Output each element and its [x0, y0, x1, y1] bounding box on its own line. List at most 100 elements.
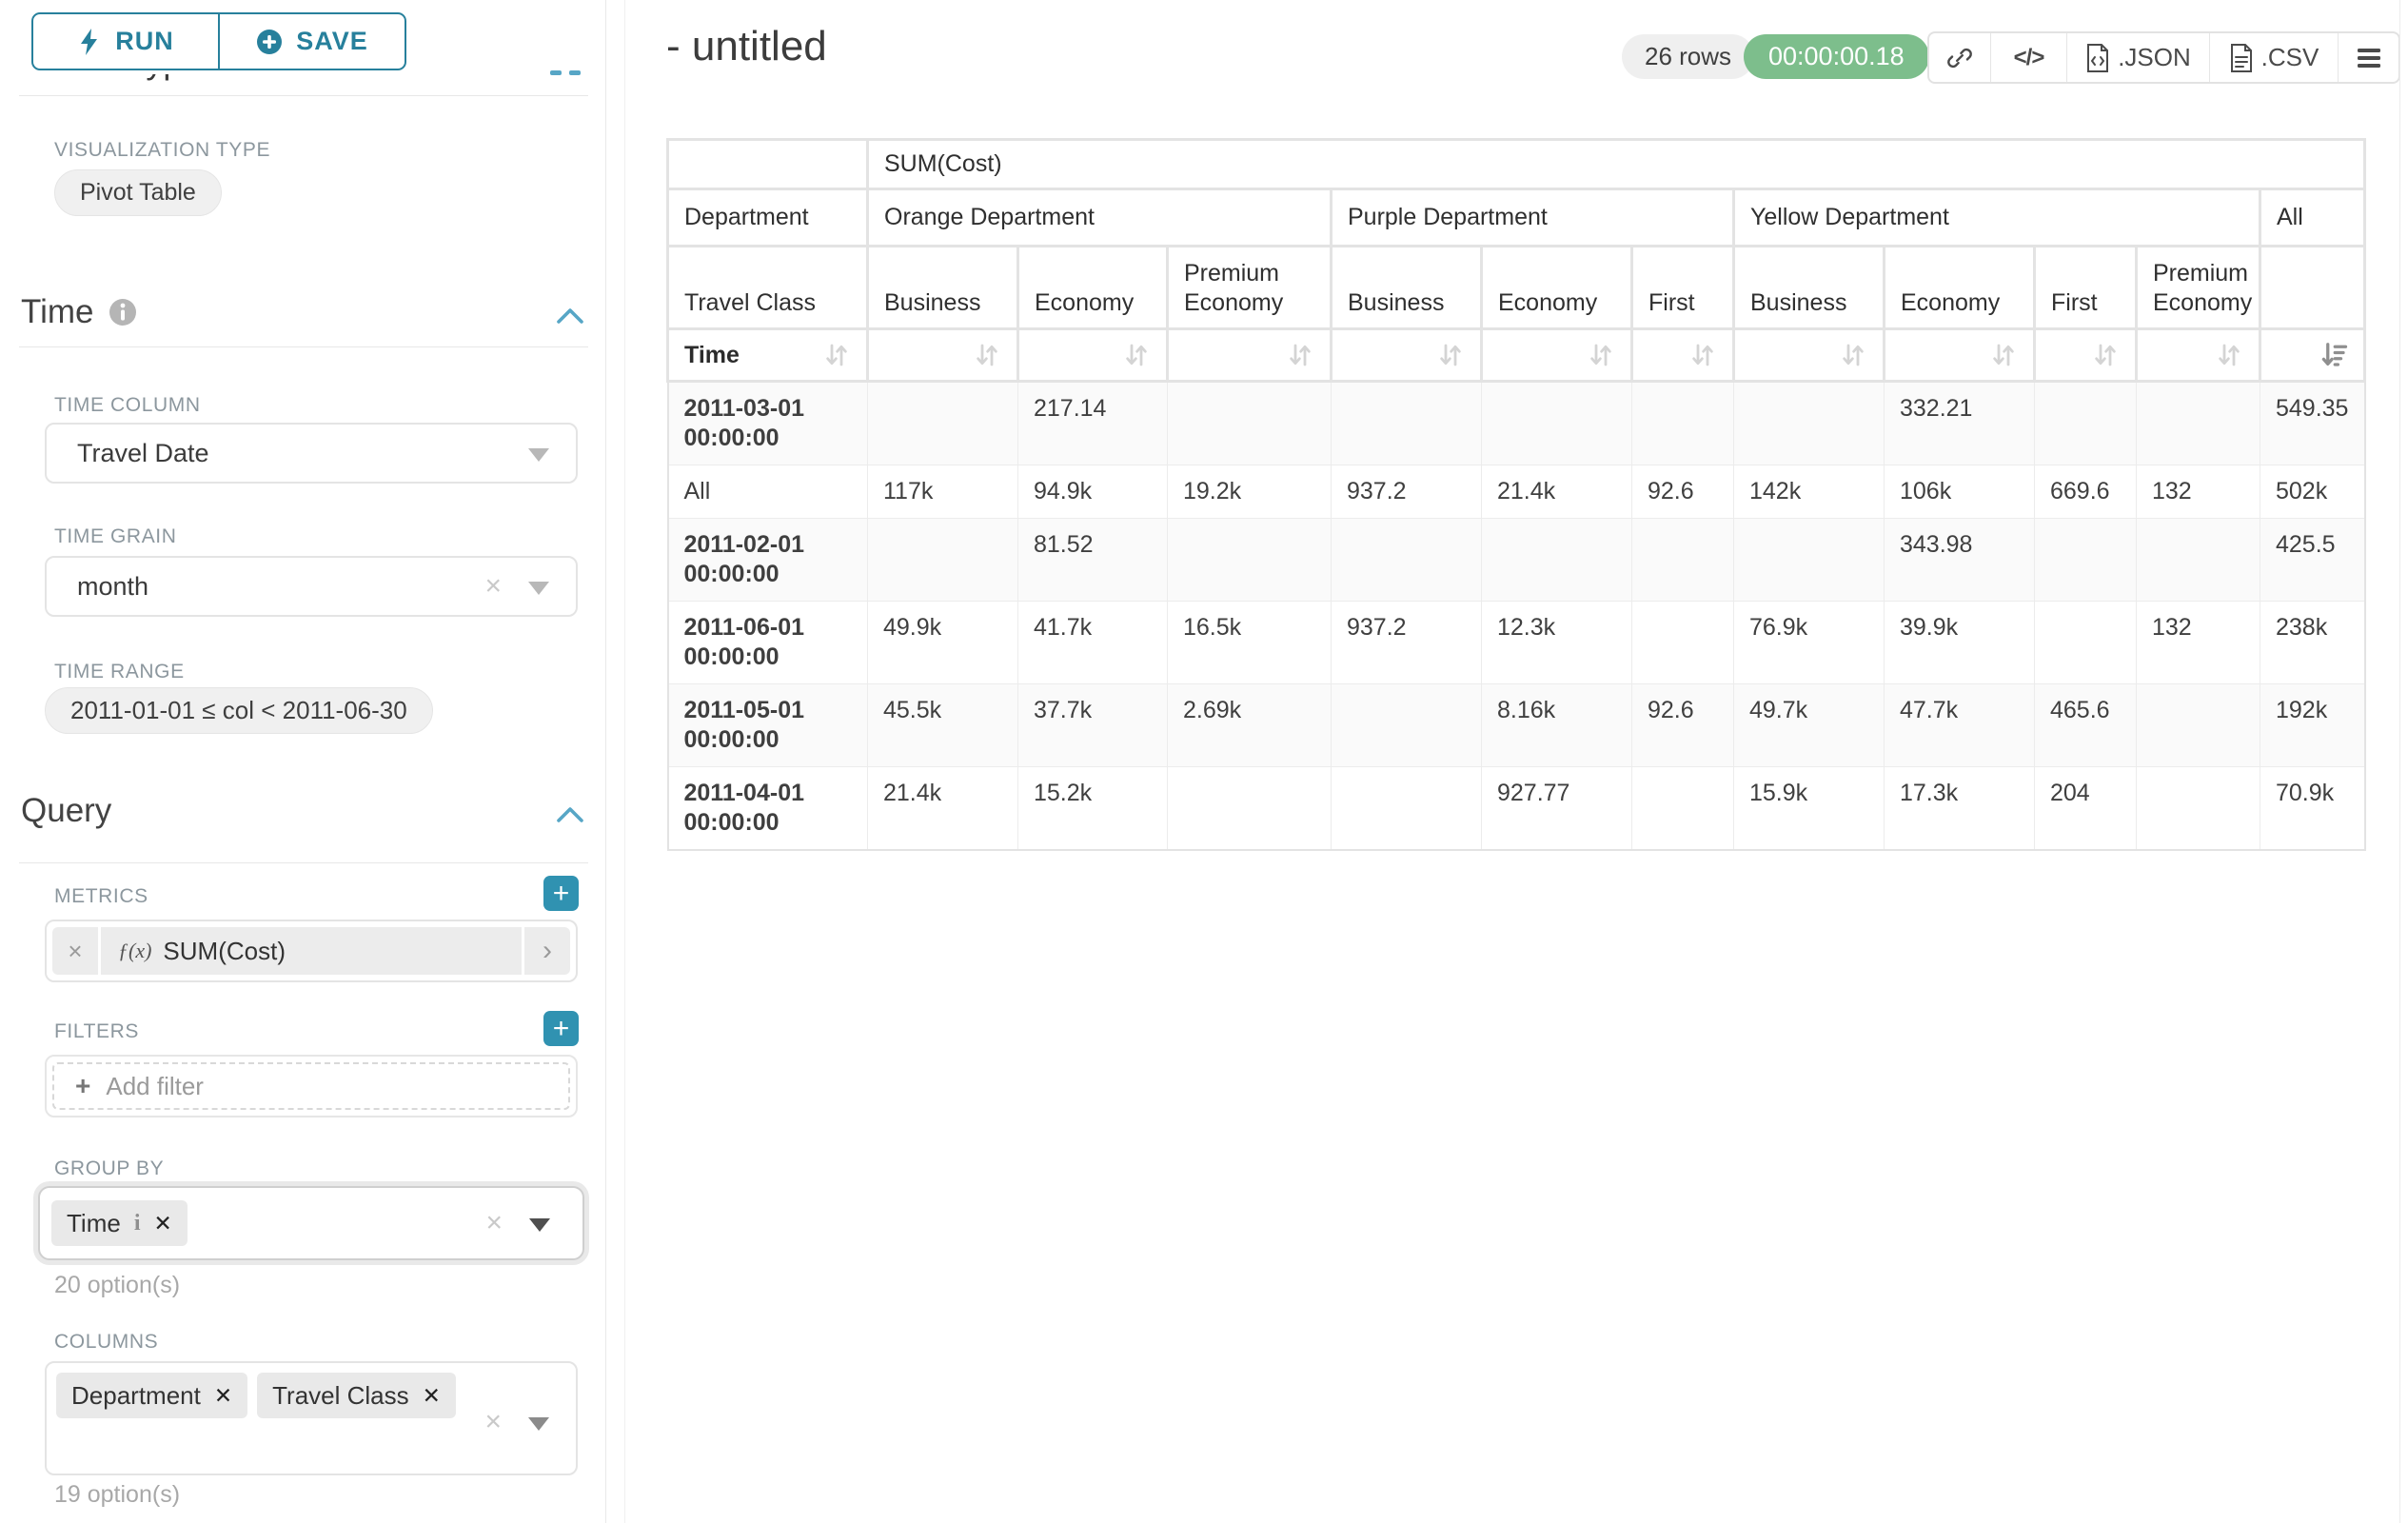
table-row: 2011-05-01 00:00:00 45.5k 37.7k 2.69k 8.16k 9…	[667, 683, 2366, 767]
sort-header-cell[interactable]	[1330, 327, 1483, 383]
value-cell	[1167, 381, 1332, 465]
edit-metric-chevron-icon[interactable]: ›	[524, 927, 570, 975]
save-button[interactable]: SAVE	[219, 12, 406, 70]
chart-title[interactable]: - untitled	[666, 23, 827, 69]
copy-link-button[interactable]	[1929, 33, 1991, 82]
value-cell	[2034, 601, 2137, 684]
plus-icon: +	[75, 1071, 91, 1100]
visualization-type-pill[interactable]: Pivot Table	[54, 169, 222, 216]
column-header-cell: Business	[1330, 245, 1483, 330]
columns-tag-department[interactable]: Department ✕	[56, 1373, 248, 1418]
sort-header-cell[interactable]	[1732, 327, 1885, 383]
time-range-label: TIME RANGE	[54, 661, 185, 682]
remove-metric-icon[interactable]: ×	[52, 927, 98, 975]
value-cell: 192k	[2259, 683, 2366, 767]
value-cell	[867, 381, 1018, 465]
metric-pill[interactable]: ƒ(x) SUM(Cost)	[101, 927, 522, 975]
info-circle-icon	[109, 299, 137, 326]
clear-icon[interactable]: ×	[484, 570, 502, 602]
value-cell: 17.3k	[1884, 766, 2035, 851]
time-sort-header-cell[interactable]: Time	[666, 327, 869, 383]
clear-icon[interactable]: ×	[484, 1406, 502, 1437]
query-collapse-chevron-icon[interactable]	[556, 805, 584, 824]
clear-icon[interactable]: ×	[485, 1207, 503, 1238]
columns-select[interactable]: Department ✕ Travel Class ✕ ×	[45, 1361, 578, 1475]
sort-arrows-icon	[977, 344, 997, 366]
value-cell	[1481, 381, 1632, 465]
add-filter-plus-button[interactable]: +	[543, 1011, 579, 1046]
value-cell	[1631, 381, 1734, 465]
group-by-tag-time[interactable]: Time i ✕	[51, 1200, 188, 1246]
time-column-select[interactable]: Travel Date	[45, 423, 578, 484]
value-cell	[1631, 601, 1734, 684]
sort-header-cell[interactable]	[1630, 327, 1735, 383]
value-cell: 39.9k	[1884, 601, 2035, 684]
value-cell	[2136, 518, 2260, 602]
time-section-title-text: Time	[21, 293, 94, 330]
sort-header-cell[interactable]	[2033, 327, 2138, 383]
value-cell: 669.6	[2034, 465, 2137, 519]
window-scrollbar-track[interactable]	[2399, 0, 2400, 1523]
column-header-cell: Economy	[1016, 245, 1169, 330]
divider	[19, 95, 588, 96]
export-json-button[interactable]: .JSON	[2067, 33, 2210, 82]
sort-header-cell[interactable]	[1166, 327, 1332, 383]
remove-tag-icon[interactable]: ✕	[213, 1382, 233, 1408]
time-grain-value: month	[77, 571, 149, 601]
sort-arrows-icon	[1290, 344, 1311, 366]
metric-item[interactable]: × ƒ(x) SUM(Cost) ›	[45, 920, 578, 982]
value-cell: 132	[2136, 601, 2260, 684]
time-collapse-chevron-icon[interactable]	[556, 307, 584, 326]
column-header-cell	[2258, 245, 2367, 330]
column-header-cell: Economy	[1883, 245, 2036, 330]
export-csv-label: .CSV	[2260, 43, 2319, 71]
value-cell	[2136, 766, 2260, 851]
table-row: 2011-04-01 00:00:00 21.4k 15.2k 927.77 15.9k…	[667, 766, 2366, 851]
sort-header-cell[interactable]	[1883, 327, 2036, 383]
sort-header-cell[interactable]	[2258, 327, 2367, 383]
sort-header-cell[interactable]	[866, 327, 1019, 383]
visualization-type-label: VISUALIZATION TYPE	[54, 139, 271, 161]
time-grain-label: TIME GRAIN	[54, 525, 177, 547]
column-header-cell: Economy	[1480, 245, 1633, 330]
columns-tag-travel-class[interactable]: Travel Class ✕	[257, 1373, 456, 1418]
value-cell: 70.9k	[2259, 766, 2366, 851]
metric-name: SUM(Cost)	[163, 936, 286, 965]
time-section-title: Time	[21, 293, 137, 331]
add-filter-button[interactable]: + Add filter	[52, 1062, 570, 1110]
value-cell: 12.3k	[1481, 601, 1632, 684]
run-button[interactable]: RUN	[31, 12, 219, 70]
sort-arrows-icon	[1126, 344, 1147, 366]
chevron-down-icon	[529, 1218, 550, 1232]
more-menu-button[interactable]	[2339, 33, 2398, 82]
value-cell: 343.98	[1884, 518, 2035, 602]
sort-arrows-icon	[1440, 344, 1461, 366]
value-cell	[2136, 683, 2260, 767]
sort-arrows-icon	[1692, 344, 1713, 366]
remove-tag-icon[interactable]: ✕	[422, 1382, 441, 1408]
json-file-icon	[2087, 43, 2109, 72]
sort-header-cell[interactable]	[1480, 327, 1633, 383]
value-cell: 238k	[2259, 601, 2366, 684]
sort-header-cell[interactable]	[2135, 327, 2261, 383]
value-cell: 142k	[1733, 465, 1885, 519]
view-query-button[interactable]: </>	[1991, 33, 2067, 82]
value-cell	[1167, 766, 1332, 851]
add-metric-button[interactable]: +	[543, 876, 579, 911]
lightning-bolt-icon	[81, 28, 98, 55]
group-by-hint: 20 option(s)	[54, 1272, 181, 1298]
export-csv-button[interactable]: .CSV	[2210, 33, 2339, 82]
value-cell	[1481, 518, 1632, 602]
row-label-cell: 2011-04-01 00:00:00	[667, 766, 868, 851]
group-by-select[interactable]: Time i ✕ ×	[38, 1186, 584, 1260]
time-grain-select[interactable]: month ×	[45, 556, 578, 617]
value-cell	[1733, 518, 1885, 602]
value-cell: 47.7k	[1884, 683, 2035, 767]
save-button-label: SAVE	[296, 27, 368, 55]
time-range-pill[interactable]: 2011-01-01 ≤ col < 2011-06-30	[45, 687, 433, 734]
remove-tag-icon[interactable]: ✕	[153, 1210, 172, 1236]
sort-header-cell[interactable]	[1016, 327, 1169, 383]
value-cell: 106k	[1884, 465, 2035, 519]
visualization-type-value: Pivot Table	[80, 179, 196, 206]
panel-scrollbar-gutter[interactable]	[624, 0, 625, 1523]
